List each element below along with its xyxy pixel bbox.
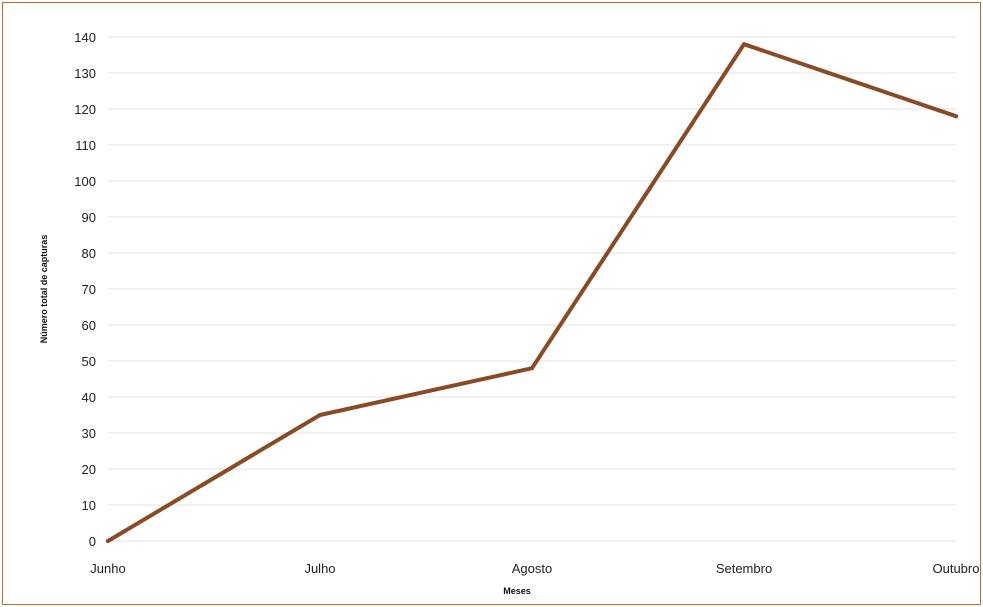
y-tick-label: 30 — [82, 426, 96, 441]
data-point — [318, 413, 322, 417]
x-tick-label: Junho — [90, 561, 125, 576]
x-axis-title: Meses — [503, 586, 531, 596]
y-tick-label: 10 — [82, 498, 96, 513]
y-tick-label: 40 — [82, 390, 96, 405]
y-tick-label: 90 — [82, 210, 96, 225]
y-tick-label: 70 — [82, 282, 96, 297]
series-line — [106, 42, 958, 543]
y-tick-label: 120 — [74, 102, 96, 117]
y-tick-label: 50 — [82, 354, 96, 369]
y-tick-label: 80 — [82, 246, 96, 261]
y-tick-label: 110 — [75, 138, 96, 153]
y-tick-label: 60 — [82, 318, 96, 333]
x-tick-label: Outubro — [933, 561, 980, 576]
x-axis-ticks: Junho Julho Agosto Setembro Outubro — [90, 561, 979, 576]
y-tick-label: 130 — [74, 66, 96, 81]
gridlines — [108, 36, 956, 542]
data-point — [106, 539, 110, 543]
y-tick-label: 20 — [82, 462, 96, 477]
data-point — [954, 114, 958, 119]
y-axis-title: Número total de capturas — [39, 235, 49, 344]
y-tick-label: 100 — [74, 174, 96, 189]
x-tick-label: Julho — [304, 561, 335, 576]
y-axis-ticks: 0 10 20 30 40 50 60 70 80 90 100 110 120 130 140 — [74, 30, 96, 549]
line-chart: 0 10 20 30 40 50 60 70 80 90 100 110 120 130 140 Junho… — [39, 30, 979, 596]
series-group — [106, 42, 958, 543]
x-tick-label: Agosto — [512, 561, 552, 576]
y-tick-label: 0 — [89, 534, 96, 549]
data-point — [742, 42, 746, 47]
x-tick-label: Setembro — [716, 561, 772, 576]
y-tick-label: 140 — [74, 30, 96, 45]
data-point — [530, 366, 534, 371]
